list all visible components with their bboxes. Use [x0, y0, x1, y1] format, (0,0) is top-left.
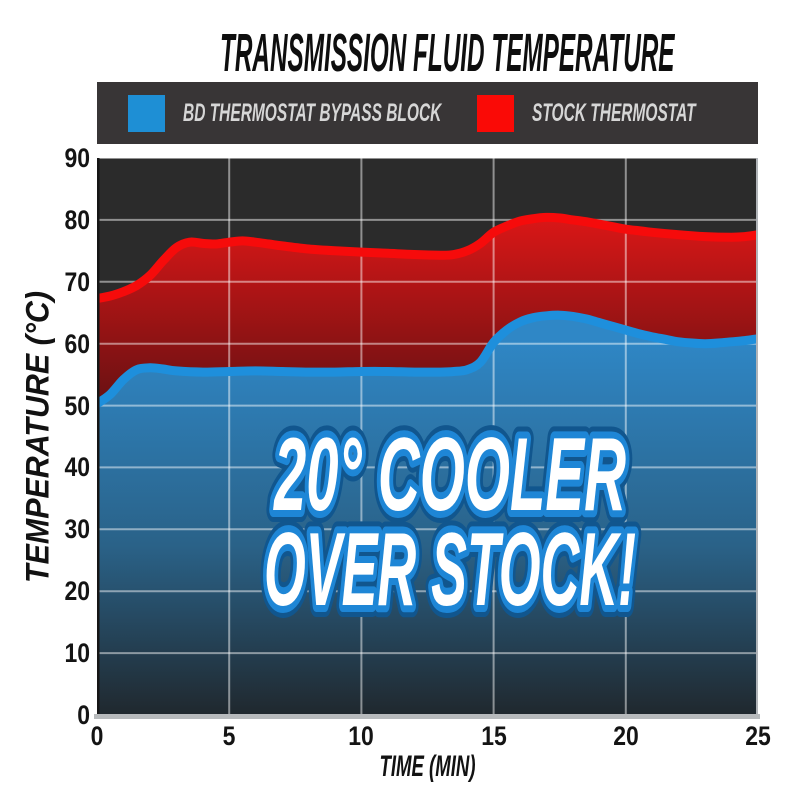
x-axis-title: TIME (MIN)	[379, 750, 476, 783]
legend-item-stock: STOCK THERMOSTAT	[477, 82, 796, 144]
bd-bypass-line	[97, 310, 758, 408]
x-axis-line	[94, 714, 760, 719]
overlay-line-1-outline: 20° COOLER	[273, 417, 626, 533]
overlay-line-2: OVER STOCK!	[264, 512, 636, 628]
legend-label-bd-bypass: BD THERMOSTAT BYPASS BLOCK	[183, 98, 442, 127]
bd-bypass-swatch	[128, 94, 165, 132]
x-tick-label: 0	[90, 721, 104, 751]
plot-left-edge	[97, 158, 100, 715]
chart-title: TRANSMISSION FLUID TEMPERATURE	[220, 23, 675, 83]
y-tick-label: 70	[64, 267, 90, 297]
y-tick-label: 40	[64, 452, 90, 482]
y-tick-label: 20	[64, 576, 90, 606]
y-tick-label: 30	[64, 514, 90, 544]
stock-swatch	[477, 94, 514, 132]
y-tick-label: 60	[64, 329, 90, 359]
overlay-line-2-outline: OVER STOCK!	[264, 512, 636, 628]
x-tick-label: 15	[481, 721, 507, 751]
plot-right-edge	[756, 158, 758, 715]
legend: BD THERMOSTAT BYPASS BLOCK STOCK THERMOS…	[97, 82, 758, 144]
bd-bypass-area	[97, 315, 758, 715]
x-tick-label: 5	[222, 721, 236, 751]
y-tick-label: 10	[64, 638, 90, 668]
y-tick-label: 90	[64, 143, 90, 173]
stock-thermostat-line	[97, 212, 758, 303]
legend-label-stock: STOCK THERMOSTAT	[532, 98, 696, 127]
x-tick-label: 25	[745, 721, 771, 751]
x-tick-label: 20	[613, 721, 639, 751]
y-tick-label: 0	[77, 700, 90, 730]
y-tick-label: 50	[64, 391, 90, 421]
x-tick-label: 10	[348, 721, 374, 751]
legend-item-bd-bypass: BD THERMOSTAT BYPASS BLOCK	[128, 82, 600, 144]
overlay-line-1: 20° COOLER	[273, 417, 626, 533]
y-tick-label: 80	[64, 205, 90, 235]
